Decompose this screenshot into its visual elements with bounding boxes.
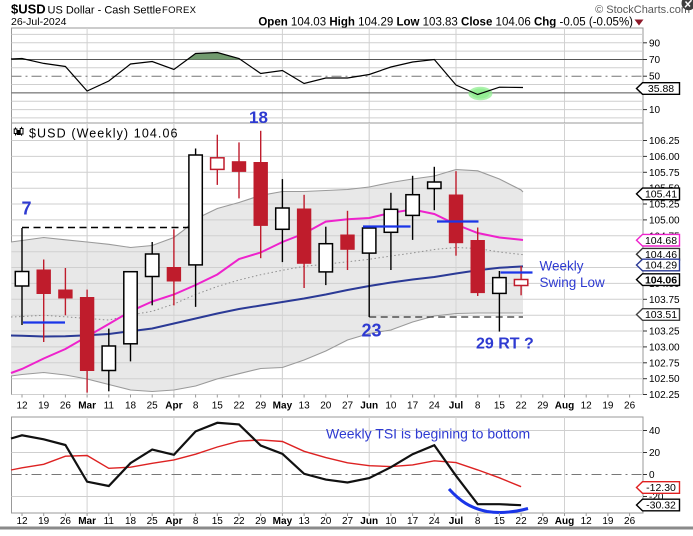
svg-text:105.41: 105.41 [645,189,677,201]
svg-text:15: 15 [494,516,506,527]
svg-text:12: 12 [581,516,593,527]
svg-text:10: 10 [385,401,397,412]
svg-text:0: 0 [649,470,655,481]
svg-text:103.00: 103.00 [649,342,680,353]
svg-text:103.25: 103.25 [649,327,680,338]
svg-text:13: 13 [299,401,311,412]
svg-text:Open 104.03 High 104.29 Low 10: Open 104.03 High 104.29 Low 103.83 Close… [258,17,633,29]
svg-text:19: 19 [38,516,50,527]
svg-text:7: 7 [22,199,32,219]
svg-text:© StockCharts.com: © StockCharts.com [595,4,690,16]
svg-text:8: 8 [193,401,199,412]
svg-text:Mar: Mar [78,401,96,412]
svg-text:102.50: 102.50 [649,374,680,385]
svg-text:Apr: Apr [165,401,182,412]
svg-text:104.06: 104.06 [645,274,677,286]
svg-text:103.51: 103.51 [645,309,677,321]
svg-text:12: 12 [16,516,28,527]
svg-text:22: 22 [233,516,245,527]
svg-text:Jun: Jun [360,401,378,412]
svg-text:50: 50 [649,72,661,83]
svg-text:105.25: 105.25 [649,200,680,211]
svg-text:24: 24 [429,401,441,412]
svg-text:105.00: 105.00 [649,215,680,226]
svg-text:103.75: 103.75 [649,295,680,306]
svg-text:29: 29 [255,516,267,527]
svg-text:90: 90 [649,38,661,49]
svg-text:$USD: $USD [11,2,46,17]
svg-text:19: 19 [602,401,614,412]
svg-text:10: 10 [385,516,397,527]
svg-text:70: 70 [649,55,661,66]
svg-text:102.25: 102.25 [649,390,680,401]
svg-text:15: 15 [212,401,224,412]
svg-text:102.75: 102.75 [649,358,680,369]
svg-text:15: 15 [212,516,224,527]
svg-text:20: 20 [320,516,332,527]
svg-text:19: 19 [38,401,50,412]
svg-text:29: 29 [537,516,549,527]
svg-text:10: 10 [649,105,661,116]
svg-text:11: 11 [104,516,115,527]
svg-text:40: 40 [649,426,661,437]
svg-text:20: 20 [320,401,332,412]
svg-text:105.75: 105.75 [649,168,680,179]
svg-text:27: 27 [342,516,354,527]
svg-text:May: May [273,516,293,527]
svg-text:8: 8 [475,516,481,527]
svg-text:-12.30: -12.30 [646,482,676,494]
svg-text:22: 22 [233,401,245,412]
svg-text:17: 17 [407,401,419,412]
svg-text:$USD (Weekly) 104.06: $USD (Weekly) 104.06 [29,127,179,141]
svg-text:11: 11 [104,401,115,412]
svg-text:Weekly: Weekly [540,259,584,274]
svg-text:104.29: 104.29 [645,260,677,272]
svg-text:15: 15 [494,401,506,412]
svg-text:-30.32: -30.32 [646,500,676,512]
svg-text:26: 26 [624,401,636,412]
svg-text:106.25: 106.25 [649,136,680,147]
svg-text:25: 25 [147,516,159,527]
svg-text:35.88: 35.88 [648,83,674,95]
svg-text:29 RT ?: 29 RT ? [476,336,534,353]
svg-text:27: 27 [342,401,354,412]
svg-text:24: 24 [429,516,441,527]
svg-text:26: 26 [624,516,636,527]
svg-text:25: 25 [147,401,159,412]
svg-text:26: 26 [60,401,72,412]
svg-text:US Dollar - Cash Settle: US Dollar - Cash Settle [48,5,162,17]
svg-text:Mar: Mar [78,516,96,527]
svg-text:18: 18 [125,401,137,412]
svg-text:Jun: Jun [360,516,378,527]
svg-text:106.00: 106.00 [649,152,680,163]
svg-text:26: 26 [60,516,72,527]
svg-text:17: 17 [407,516,419,527]
svg-text:8: 8 [193,516,199,527]
svg-text:Jul: Jul [449,516,464,527]
svg-text:8: 8 [475,401,481,412]
svg-text:Swing Low: Swing Low [540,275,606,290]
svg-text:Aug: Aug [555,516,574,527]
svg-text:18: 18 [125,516,137,527]
svg-text:29: 29 [537,401,549,412]
svg-text:29: 29 [255,401,267,412]
svg-text:26-Jul-2024: 26-Jul-2024 [11,16,67,28]
svg-text:Jul: Jul [449,401,464,412]
svg-text:Aug: Aug [555,401,574,412]
svg-text:23: 23 [362,321,382,341]
svg-text:19: 19 [602,516,614,527]
svg-text:12: 12 [16,401,28,412]
svg-text:12: 12 [581,401,593,412]
svg-text:18: 18 [249,108,268,127]
svg-text:20: 20 [649,448,661,459]
svg-text:104.68: 104.68 [645,235,677,247]
svg-text:FOREX: FOREX [162,5,197,16]
svg-text:22: 22 [516,516,528,527]
svg-text:May: May [273,401,293,412]
svg-text:Weekly TSI is begining to bott: Weekly TSI is begining to bottom [326,426,530,442]
svg-text:22: 22 [516,401,528,412]
svg-text:Apr: Apr [165,516,182,527]
svg-text:13: 13 [299,516,311,527]
